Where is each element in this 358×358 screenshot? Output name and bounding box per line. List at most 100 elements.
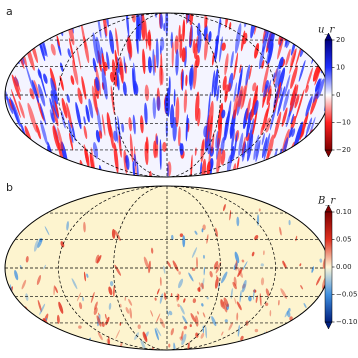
texture xyxy=(134,332,140,340)
texture xyxy=(133,153,137,167)
texture xyxy=(276,152,284,177)
texture xyxy=(71,278,78,290)
texture xyxy=(114,49,118,69)
texture xyxy=(37,13,42,27)
texture xyxy=(152,97,156,120)
texture xyxy=(109,29,115,55)
texture xyxy=(237,324,240,337)
texture xyxy=(83,341,87,350)
texture xyxy=(320,311,325,321)
texture xyxy=(17,147,24,164)
texture xyxy=(197,311,199,315)
texture xyxy=(248,118,255,142)
texture xyxy=(68,37,76,67)
texture xyxy=(80,21,87,50)
texture xyxy=(39,303,46,316)
texture xyxy=(215,261,222,274)
map-field xyxy=(5,13,329,177)
texture xyxy=(253,100,259,116)
texture xyxy=(10,219,15,228)
texture xyxy=(233,82,238,102)
texture xyxy=(50,77,59,105)
texture xyxy=(211,132,215,154)
texture xyxy=(179,305,185,315)
texture xyxy=(90,146,96,172)
colorbar-tick-label: 0.10 xyxy=(336,208,352,216)
texture xyxy=(222,301,228,313)
texture xyxy=(279,226,282,236)
texture xyxy=(266,88,272,106)
texture xyxy=(258,208,261,212)
texture xyxy=(49,109,55,124)
texture xyxy=(77,87,83,105)
texture xyxy=(263,133,271,161)
texture xyxy=(175,96,180,128)
texture xyxy=(123,55,126,74)
texture xyxy=(312,336,318,347)
texture xyxy=(285,48,291,66)
texture xyxy=(258,46,265,70)
texture xyxy=(260,277,265,286)
texture xyxy=(114,264,122,276)
texture xyxy=(170,328,175,336)
texture xyxy=(110,85,115,115)
texture xyxy=(207,91,211,121)
texture xyxy=(145,19,148,50)
texture xyxy=(5,42,13,65)
texture xyxy=(156,327,162,337)
texture xyxy=(303,13,310,22)
texture xyxy=(287,13,295,30)
texture xyxy=(138,13,143,31)
texture xyxy=(175,49,179,76)
texture xyxy=(14,269,19,281)
texture xyxy=(298,60,306,82)
texture xyxy=(133,62,137,93)
texture xyxy=(311,266,315,273)
texture xyxy=(66,221,69,231)
texture xyxy=(56,35,60,47)
texture xyxy=(45,336,50,342)
texture xyxy=(262,62,270,93)
texture xyxy=(136,13,140,39)
texture xyxy=(316,78,325,100)
texture xyxy=(253,134,260,161)
texture xyxy=(241,279,247,293)
texture xyxy=(201,228,204,233)
texture xyxy=(305,67,313,89)
texture xyxy=(63,166,68,177)
texture xyxy=(265,302,269,307)
texture xyxy=(95,36,102,66)
texture xyxy=(237,268,243,278)
texture xyxy=(286,310,291,318)
texture xyxy=(229,209,232,221)
texture xyxy=(67,48,71,58)
texture xyxy=(95,254,100,264)
texture xyxy=(178,271,181,275)
texture xyxy=(114,229,121,241)
texture xyxy=(181,70,184,92)
texture xyxy=(299,24,304,35)
texture xyxy=(43,73,48,84)
texture xyxy=(284,338,287,343)
texture xyxy=(171,234,174,241)
texture xyxy=(19,145,30,175)
texture xyxy=(173,342,176,350)
texture xyxy=(163,265,166,274)
texture xyxy=(18,100,25,119)
texture xyxy=(260,263,264,267)
texture xyxy=(201,138,205,152)
texture xyxy=(66,93,70,103)
texture xyxy=(107,345,111,350)
texture xyxy=(120,303,122,308)
texture xyxy=(269,163,273,177)
texture xyxy=(202,224,206,231)
texture xyxy=(166,260,172,268)
panel-label: b xyxy=(6,181,13,194)
texture xyxy=(267,42,274,66)
texture xyxy=(115,329,121,339)
texture xyxy=(263,250,265,256)
texture xyxy=(46,25,51,40)
texture xyxy=(42,13,49,28)
texture xyxy=(230,50,234,69)
texture xyxy=(203,266,205,276)
